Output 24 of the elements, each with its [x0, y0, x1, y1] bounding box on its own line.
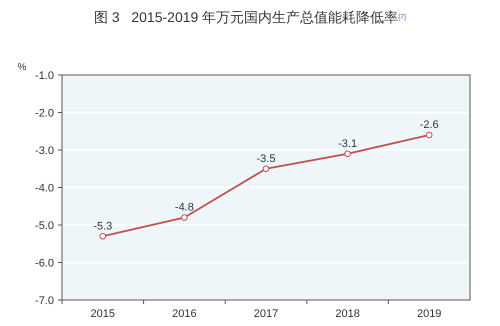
y-tick-label: -7.0 — [35, 295, 54, 307]
y-tick-label: -3.0 — [35, 145, 54, 157]
x-tick-label: 2019 — [416, 308, 442, 320]
x-tick-label: 2017 — [254, 308, 278, 320]
point — [181, 214, 188, 221]
chart-title: 图 3 2015-2019 年万元国内生产总值能耗降低率$^{[7]}$ — [94, 9, 406, 25]
x-tick-label: 2015 — [90, 308, 116, 320]
y-tick-label: -4.0 — [35, 182, 54, 194]
data-label: -3.1 — [338, 138, 358, 150]
data-label: -5.3 — [93, 220, 112, 232]
y-tick-label: -1.0 — [35, 70, 54, 82]
point — [100, 232, 106, 240]
y-tick-label: -2.0 — [35, 108, 54, 120]
x-tick-label: 2016 — [172, 308, 197, 320]
x-tick-label: 2018 — [335, 308, 360, 320]
y-tick-label: -6.0 — [35, 258, 54, 270]
data-label: -4.8 — [174, 202, 194, 214]
data-label: -3.5 — [256, 152, 276, 165]
y-tick-label: -5.0 — [35, 220, 54, 232]
point — [426, 132, 432, 138]
point — [344, 150, 351, 158]
y-axis-title: % — [18, 62, 27, 73]
data-label: -2.6 — [420, 119, 439, 131]
point — [262, 165, 270, 172]
